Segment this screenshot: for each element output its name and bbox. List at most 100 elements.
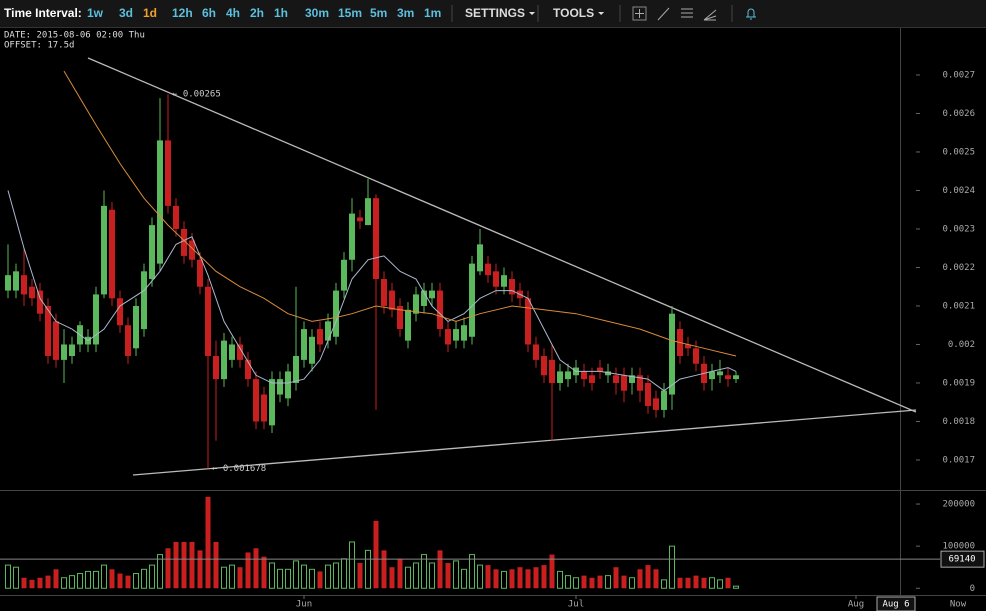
volume-bar [421,554,427,589]
interval-button[interactable]: 6h [202,6,216,20]
volume-bar [117,573,123,589]
volume-bar [301,564,307,589]
volume-bar [197,550,203,589]
volume-bar [21,577,27,589]
candle-body [141,271,147,330]
candle-body [629,375,635,383]
candle-body [237,344,243,360]
crosshair-volume-box [940,550,985,568]
candle-body [285,371,291,399]
line-tool[interactable] [657,7,670,21]
interval-button[interactable]: 15m [338,6,362,20]
volume-bar [389,567,395,589]
volume-bar [13,566,19,589]
volume-bar [317,571,323,589]
menu-button[interactable]: SETTINGS [465,6,525,20]
candle-body [205,286,211,357]
volume-bar [37,577,43,589]
y-tick-label: 0.0024 [942,186,975,196]
volume-bar [477,564,483,589]
candle-body [621,375,627,391]
volume-bar [109,569,115,589]
tool-icons[interactable] [632,5,756,22]
interval-button[interactable]: 1h [274,6,288,20]
candle-body [549,359,555,383]
volume-bar [173,541,179,589]
alert-tool[interactable] [746,8,756,20]
volume-bar [269,562,275,589]
candle-body [645,382,651,407]
volume-bar [213,541,219,589]
volume-bar [525,569,531,589]
volume-bar [333,562,339,589]
fib-tool[interactable] [681,8,693,18]
candle-body [437,290,443,330]
interval-button[interactable]: 1d [143,6,157,20]
candle-body [61,344,67,360]
interval-button[interactable]: 30m [305,6,329,20]
volume-bar [309,568,315,589]
candle-body [149,225,155,280]
interval-button[interactable]: 1w [87,6,104,20]
volume-bar [85,570,91,589]
volume-bar [5,564,11,589]
candle-body [45,305,51,357]
candle-body [181,228,187,256]
fan-tool[interactable] [703,9,717,21]
candle-body [349,213,355,260]
volume-bar [429,562,435,589]
crosshair-tool[interactable] [632,6,647,21]
candle-body [613,375,619,383]
candle-body [53,321,59,360]
candle-body [461,325,467,341]
candle-body [581,371,587,380]
volume-bar [485,565,491,589]
volume-bar [141,568,147,589]
info-offset: OFFSET: 17.5d [4,41,74,51]
volume-bar [125,575,131,589]
volume-bar [509,569,515,589]
candle-body [253,379,259,422]
interval-button[interactable]: 4h [226,6,240,20]
y-tick-label: 0.0019 [942,378,975,388]
candle-body [317,329,323,345]
candle-body [309,336,315,364]
volume-bar [181,541,187,589]
volume-bar [605,575,611,589]
menu-button[interactable]: TOOLS [553,6,594,20]
candle-body [717,371,723,376]
candle-body [293,356,299,383]
interval-button[interactable]: 1m [424,6,441,20]
volume-bar [461,568,467,589]
volume-bar [501,570,507,589]
x-tick-label: Aug [848,600,864,610]
volume-bar [613,567,619,589]
volume-bar [445,563,451,589]
volume-bar [661,579,667,589]
candle-body [597,367,603,372]
volume-bar [677,577,683,589]
volume-bar [325,564,331,589]
interval-button[interactable]: 2h [250,6,264,20]
interval-button[interactable]: 12h [172,6,193,20]
volume-bar [725,577,731,589]
candle-body [557,371,563,383]
y-tick-label: 0.0017 [942,455,975,465]
candle-body [221,340,227,380]
candle-body [725,375,731,380]
candle-body [469,263,475,337]
interval-button[interactable]: 5m [370,6,387,20]
candle-body [381,279,387,306]
y-tick-label: 0.0025 [942,147,975,157]
candle-body [389,290,395,310]
interval-button[interactable]: 3d [119,6,133,20]
interval-button[interactable]: 3m [397,6,414,20]
volume-tick-label: 100000 [942,542,975,552]
volume-bar [733,585,739,589]
volume-bar [381,550,387,589]
crosshair-volume-label: 69140 [948,555,975,565]
volume-bar [69,575,75,589]
candle-body [229,344,235,360]
